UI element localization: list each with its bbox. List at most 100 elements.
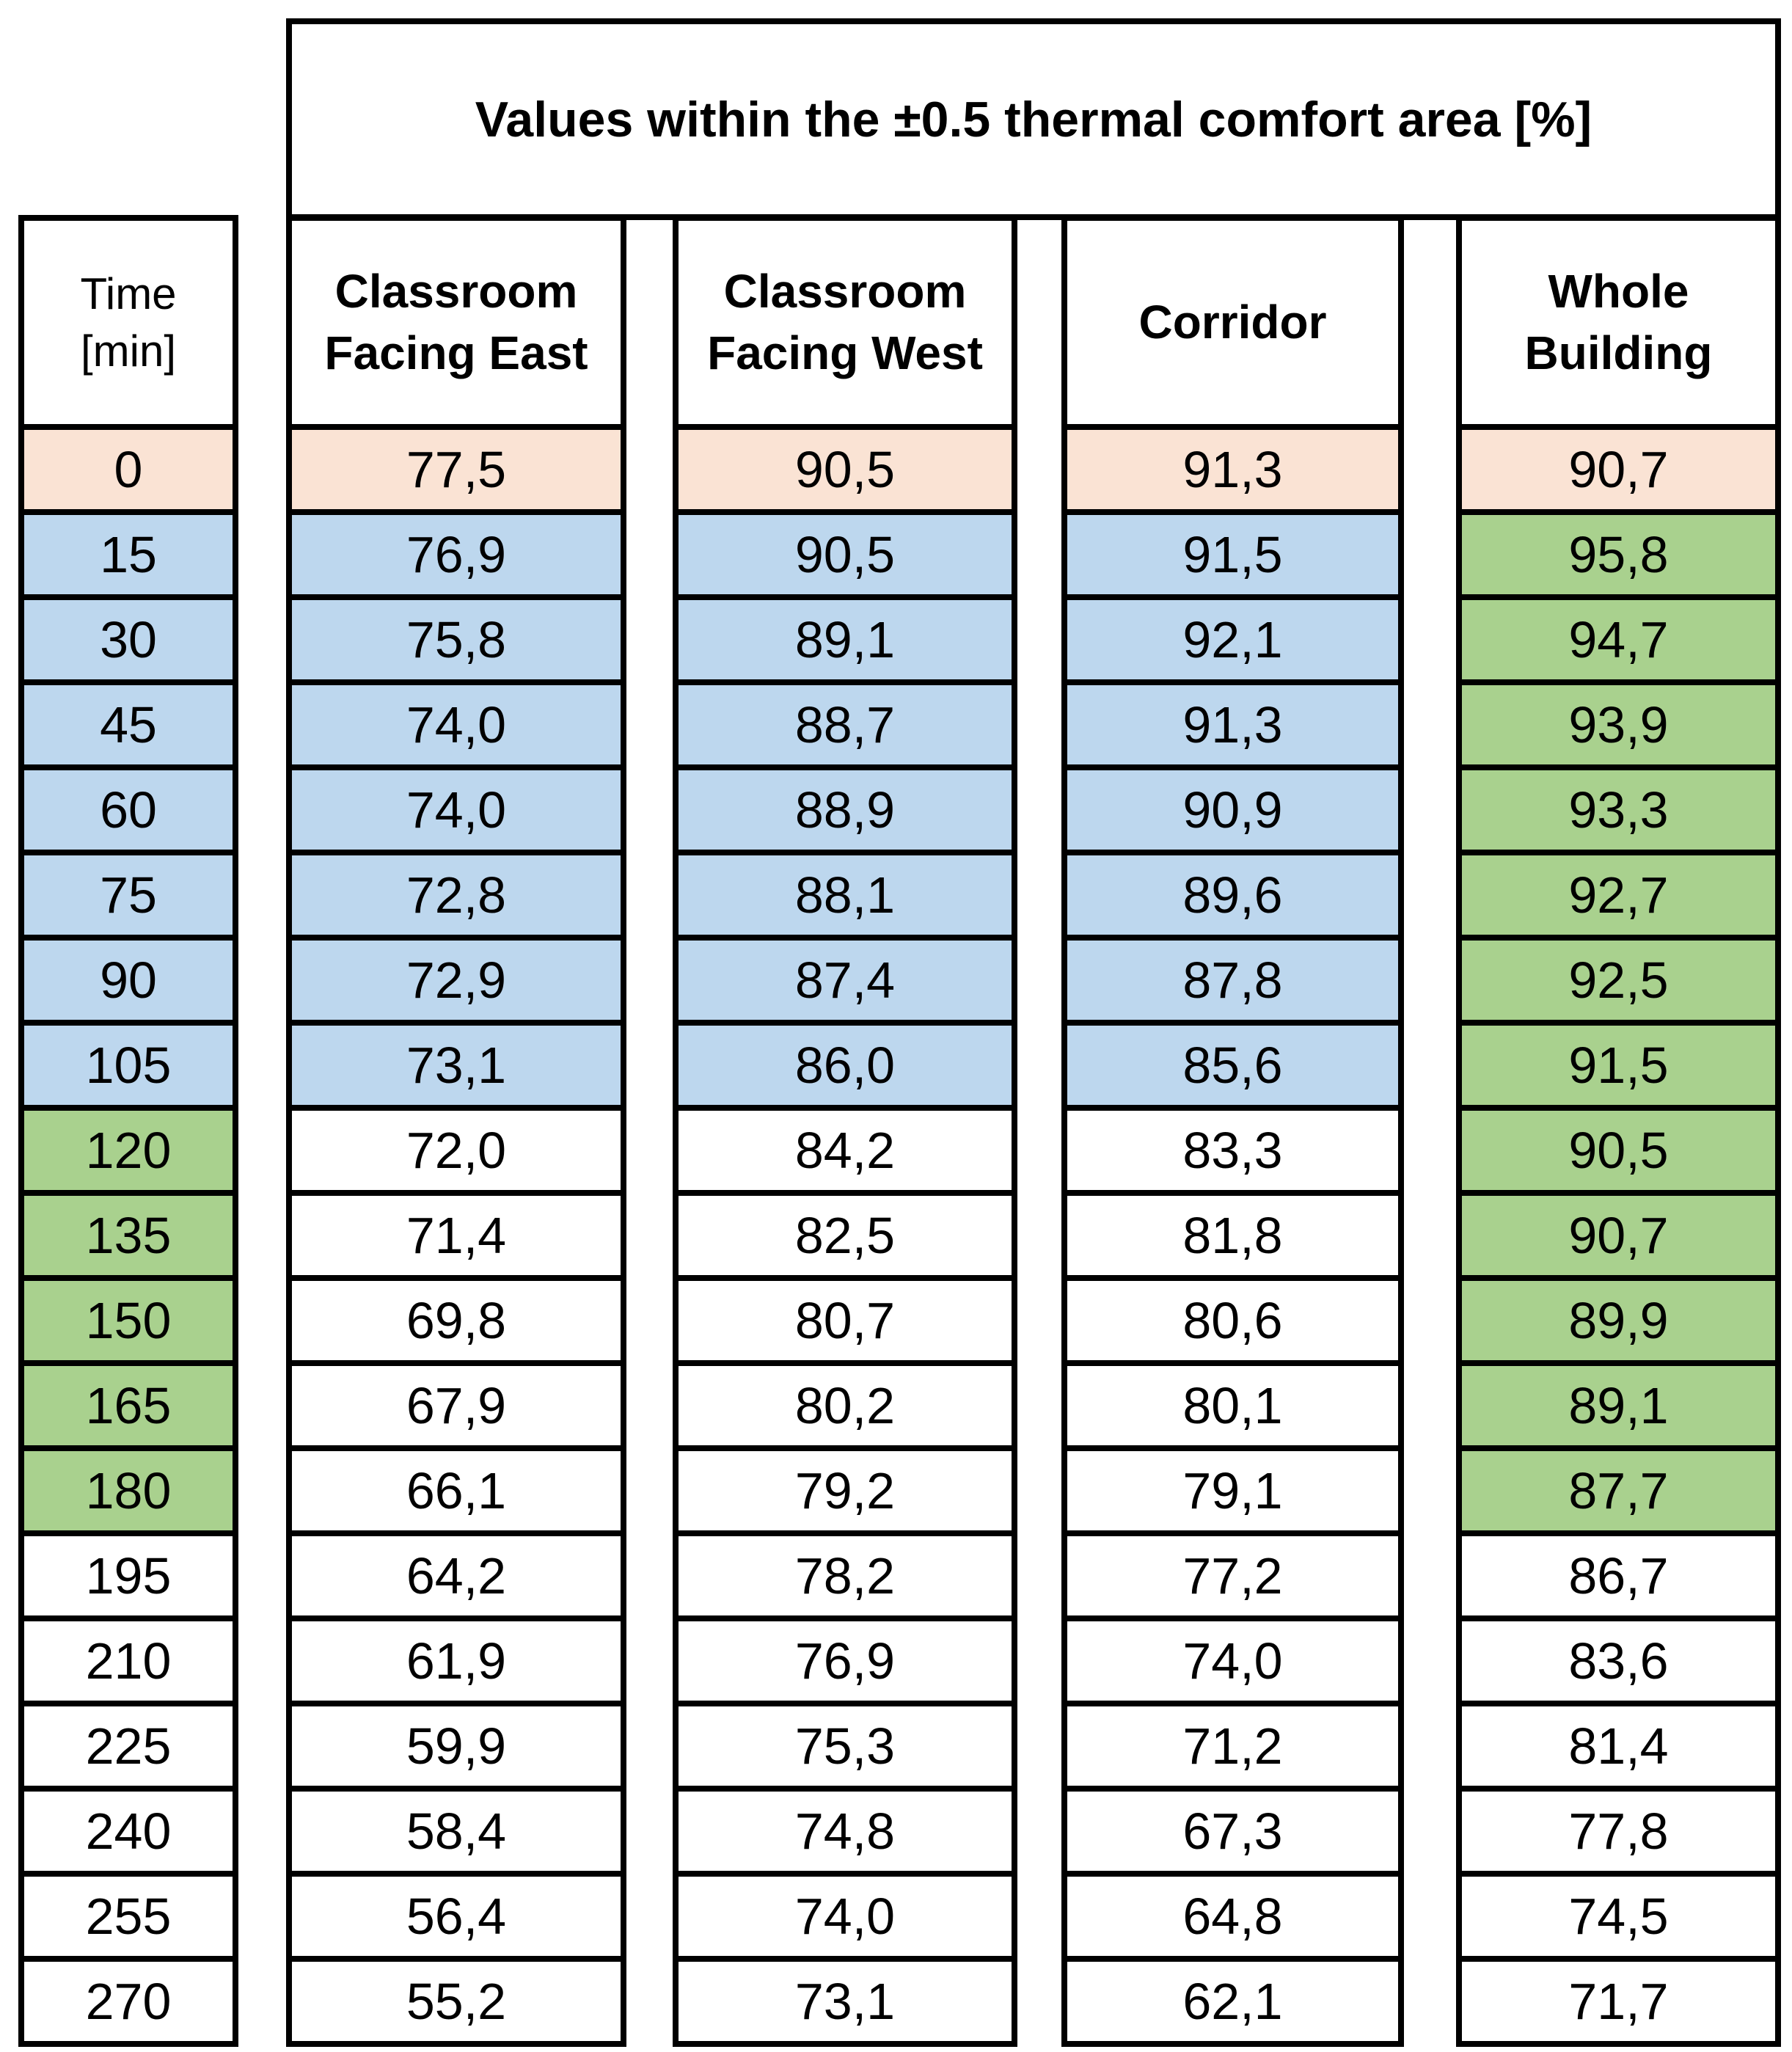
value-cell: 67,9 [292, 1360, 621, 1445]
value-cell: 90,9 [1067, 764, 1398, 850]
value-cell: 89,6 [1067, 850, 1398, 935]
column-classroom-facing-east: Classroom Facing East 77,5 76,9 75,8 74,0 74… [286, 215, 626, 2047]
value-cell: 75,3 [679, 1701, 1012, 1786]
time-cell: 255 [24, 1871, 233, 1956]
value-cell: 72,8 [292, 850, 621, 935]
value-cell: 92,7 [1462, 850, 1775, 935]
value-cell: 87,4 [679, 935, 1012, 1020]
value-cell: 90,5 [679, 424, 1012, 509]
value-cell: 80,7 [679, 1275, 1012, 1360]
value-cell: 94,7 [1462, 594, 1775, 679]
value-cell: 80,2 [679, 1360, 1012, 1445]
value-cell: 86,0 [679, 1020, 1012, 1105]
column-classroom-facing-west: Classroom Facing West 90,5 90,5 89,1 88,7 88… [673, 215, 1017, 2047]
header-line2: [min] [80, 326, 177, 376]
value-cell: 66,1 [292, 1445, 621, 1530]
value-cell: 87,7 [1462, 1445, 1775, 1530]
value-cell: 59,9 [292, 1701, 621, 1786]
value-cell: 77,2 [1067, 1530, 1398, 1615]
time-cell: 165 [24, 1360, 233, 1445]
value-cell: 91,3 [1067, 424, 1398, 509]
value-cell: 79,1 [1067, 1445, 1398, 1530]
table-title: Values within the ±0.5 thermal comfort a… [286, 18, 1781, 220]
value-cell: 90,7 [1462, 1190, 1775, 1275]
value-cell: 77,5 [292, 424, 621, 509]
time-cell: 180 [24, 1445, 233, 1530]
value-cell: 58,4 [292, 1786, 621, 1871]
value-cell: 78,2 [679, 1530, 1012, 1615]
value-cell: 80,1 [1067, 1360, 1398, 1445]
time-cell: 135 [24, 1190, 233, 1275]
value-cell: 89,9 [1462, 1275, 1775, 1360]
value-cell: 89,1 [679, 594, 1012, 679]
column-header-time: Time [min] [24, 221, 233, 424]
value-cell: 74,0 [292, 679, 621, 764]
value-cell: 76,9 [292, 509, 621, 594]
value-cell: 69,8 [292, 1275, 621, 1360]
time-cell: 195 [24, 1530, 233, 1615]
column-time: Time [min] 0 15 30 45 60 75 90 105 120 135 150 165 1… [18, 215, 238, 2047]
time-cell: 150 [24, 1275, 233, 1360]
value-cell: 74,0 [679, 1871, 1012, 1956]
value-cell: 64,8 [1067, 1871, 1398, 1956]
value-cell: 88,7 [679, 679, 1012, 764]
value-cell: 91,5 [1067, 509, 1398, 594]
value-cell: 72,9 [292, 935, 621, 1020]
value-cell: 91,5 [1462, 1020, 1775, 1105]
value-cell: 93,3 [1462, 764, 1775, 850]
value-cell: 86,7 [1462, 1530, 1775, 1615]
value-cell: 79,2 [679, 1445, 1012, 1530]
value-cell: 75,8 [292, 594, 621, 679]
time-cell: 120 [24, 1105, 233, 1190]
header-line1: Time [80, 269, 177, 318]
column-header-west: Classroom Facing West [679, 221, 1012, 424]
value-cell: 56,4 [292, 1871, 621, 1956]
time-cell: 240 [24, 1786, 233, 1871]
value-cell: 87,8 [1067, 935, 1398, 1020]
value-cell: 67,3 [1067, 1786, 1398, 1871]
time-cell: 270 [24, 1956, 233, 2041]
value-cell: 71,4 [292, 1190, 621, 1275]
value-cell: 61,9 [292, 1615, 621, 1701]
value-cell: 91,3 [1067, 679, 1398, 764]
time-cell: 45 [24, 679, 233, 764]
header-line2: Facing West [707, 326, 983, 379]
header-line2: Building [1524, 326, 1713, 379]
value-cell: 71,2 [1067, 1701, 1398, 1786]
column-header-whole: Whole Building [1462, 221, 1775, 424]
time-cell: 75 [24, 850, 233, 935]
header-line1: Corridor [1138, 295, 1327, 348]
header-line2: Facing East [324, 326, 588, 379]
time-cell: 15 [24, 509, 233, 594]
value-cell: 72,0 [292, 1105, 621, 1190]
column-body-east: 77,5 76,9 75,8 74,0 74,0 72,8 72,9 73,1 72,0 71,4… [292, 424, 621, 2041]
value-cell: 73,1 [679, 1956, 1012, 2041]
value-cell: 77,8 [1462, 1786, 1775, 1871]
value-cell: 83,3 [1067, 1105, 1398, 1190]
value-cell: 74,5 [1462, 1871, 1775, 1956]
value-cell: 89,1 [1462, 1360, 1775, 1445]
value-cell: 93,9 [1462, 679, 1775, 764]
value-cell: 81,4 [1462, 1701, 1775, 1786]
value-cell: 88,1 [679, 850, 1012, 935]
value-cell: 74,0 [292, 764, 621, 850]
column-whole-building: Whole Building 90,7 95,8 94,7 93,9 93,3 92,7 9… [1456, 215, 1781, 2047]
column-body-west: 90,5 90,5 89,1 88,7 88,9 88,1 87,4 86,0 84,2 82,5… [679, 424, 1012, 2041]
value-cell: 80,6 [1067, 1275, 1398, 1360]
header-line1: Classroom [334, 265, 578, 318]
column-body-corridor: 91,3 91,5 92,1 91,3 90,9 89,6 87,8 85,6 83,3 81,8… [1067, 424, 1398, 2041]
column-body-time: 0 15 30 45 60 75 90 105 120 135 150 165 180 195 210 225… [24, 424, 233, 2041]
value-cell: 73,1 [292, 1020, 621, 1105]
header-line1: Classroom [723, 265, 967, 318]
value-cell: 88,9 [679, 764, 1012, 850]
time-cell: 225 [24, 1701, 233, 1786]
value-cell: 85,6 [1067, 1020, 1398, 1105]
time-cell: 0 [24, 424, 233, 509]
value-cell: 74,0 [1067, 1615, 1398, 1701]
column-header-corridor: Corridor [1067, 221, 1398, 424]
value-cell: 90,5 [679, 509, 1012, 594]
value-cell: 74,8 [679, 1786, 1012, 1871]
value-cell: 92,5 [1462, 935, 1775, 1020]
value-cell: 62,1 [1067, 1956, 1398, 2041]
